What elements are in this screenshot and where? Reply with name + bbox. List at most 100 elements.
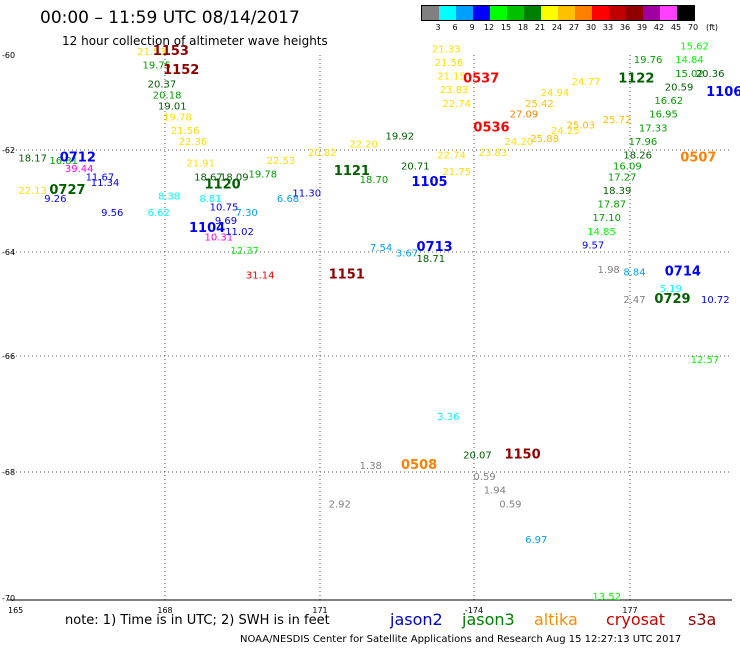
wave-height-label: 7.30 (236, 208, 258, 219)
pass-time-label: 1104 (189, 221, 225, 236)
wave-height-label: 19.01 (158, 102, 187, 113)
colorbar-swatch (609, 6, 626, 20)
wave-height-label: 18.71 (417, 254, 446, 265)
colorbar-tick-label: 12 (483, 23, 495, 32)
colorbar-swatches (421, 5, 695, 21)
wave-height-label: 17.87 (598, 200, 627, 211)
pass-time-label: 1122 (618, 71, 654, 86)
wave-height-label: 7.54 (370, 243, 392, 254)
wave-height-label: 20.82 (308, 148, 337, 159)
y-tick-label: -70 (2, 594, 15, 603)
wave-height-label: 20.59 (665, 82, 694, 93)
wave-height-label: 18.26 (623, 151, 652, 162)
satellite-s3a: s3a (688, 610, 717, 629)
wave-height-label: 22.74 (437, 151, 466, 162)
pass-time-label: 0729 (654, 292, 690, 307)
wave-height-label: 20.18 (153, 91, 182, 102)
wave-height-label: 11.34 (91, 178, 120, 189)
pass-time-label: 1150 (504, 447, 540, 462)
x-tick-label: 168 (157, 606, 172, 615)
wave-height-label: 0.59 (499, 499, 521, 510)
colorbar-unit: (ft) (706, 23, 719, 32)
x-tick-label: 165 (8, 606, 23, 615)
pass-time-label: 0537 (463, 71, 499, 86)
wave-height-label: 20.37 (148, 80, 177, 91)
colorbar-tick-label: 70 (687, 23, 699, 32)
colorbar-tick-label: 42 (653, 23, 665, 32)
wave-height-label: 0.59 (473, 472, 495, 483)
wave-height-label: 14.85 (587, 227, 616, 238)
pass-time-label: 0508 (401, 458, 437, 473)
colorbar-swatch (592, 6, 609, 20)
wave-height-label: 16.09 (613, 161, 642, 172)
y-tick-label: -62 (2, 146, 15, 155)
colorbar-tick-label: 24 (551, 23, 563, 32)
wave-height-label: 24.77 (572, 77, 601, 88)
wave-height-label: 21.33 (432, 44, 461, 55)
wave-height-label: 9.69 (215, 216, 237, 227)
wave-height-label: 19.75 (142, 61, 171, 72)
wave-height-label: 11.67 (86, 172, 115, 183)
colorbar-tick-label: 36 (619, 23, 631, 32)
wave-height-label: 8.81 (199, 194, 221, 205)
wave-height-label: 9.56 (101, 208, 123, 219)
wave-height-label: 15.02 (675, 69, 704, 80)
colorbar-tick-label: 21 (534, 23, 546, 32)
wave-height-label: 24.20 (504, 137, 533, 148)
pass-time-label: 1151 (329, 267, 365, 282)
pass-time-label: 0536 (473, 120, 509, 135)
wave-height-label: 14.84 (675, 55, 704, 66)
colorbar-tick-label: 18 (517, 23, 529, 32)
wave-height-label: 17.27 (608, 172, 637, 183)
wave-height-label: 21.56 (435, 58, 464, 69)
pass-time-label: 0714 (665, 265, 701, 280)
wave-height-label: 39.44 (65, 164, 94, 175)
pass-time-label: 1121 (334, 164, 370, 179)
wave-height-label: 22.74 (442, 99, 471, 110)
wave-height-label: 20.71 (401, 161, 430, 172)
wave-height-label: 9.26 (44, 194, 66, 205)
colorbar-swatch (541, 6, 558, 20)
wave-height-label: 11.30 (292, 189, 321, 200)
wave-height-label: 24.94 (541, 88, 570, 99)
colorbar-swatch (439, 6, 456, 20)
wave-height-label: 8.38 (158, 191, 180, 202)
wave-height-label: 31.14 (246, 270, 275, 281)
pass-time-label: 0507 (680, 150, 716, 165)
wave-height-label: 12.37 (230, 246, 259, 257)
pass-time-label: 1105 (411, 175, 447, 190)
wave-height-label: 21.75 (442, 167, 471, 178)
satellite-cryosat: cryosat (606, 610, 666, 629)
wave-height-label: 18.70 (360, 175, 389, 186)
pass-time-label: 1120 (205, 178, 241, 193)
wave-height-label: 21.15 (437, 72, 466, 83)
wave-height-label: 19.78 (163, 112, 192, 123)
wave-height-label: 1.94 (484, 486, 506, 497)
colorbar-swatch (677, 6, 694, 20)
wave-height-label: 23.83 (440, 85, 469, 96)
colorbar-tick-label: 3 (435, 23, 441, 32)
wave-height-label: 18.67 (194, 172, 223, 183)
wave-height-label: 25.88 (530, 134, 559, 145)
wave-height-label: 16.62 (654, 96, 683, 107)
colorbar-tick-label: 45 (670, 23, 682, 32)
wave-height-label: 16.95 (649, 110, 678, 121)
wave-height-label: 18.39 (603, 186, 632, 197)
page-title: 00:00 – 11:59 UTC 08/14/2017 (40, 8, 300, 28)
wave-height-label: 6.97 (525, 535, 547, 546)
y-tick-label: -68 (2, 468, 15, 477)
colorbar-swatch (524, 6, 541, 20)
colorbar-tick-label: 27 (568, 23, 580, 32)
colorbar-swatch (643, 6, 660, 20)
wave-height-label: 1.98 (598, 265, 620, 276)
wave-height-label: 10.75 (210, 202, 239, 213)
colorbar-swatch (507, 6, 524, 20)
wave-height-label: 18.09 (220, 172, 249, 183)
pass-time-label: 1106 (706, 85, 740, 100)
x-tick-label: 171 (312, 606, 327, 615)
colorbar-swatch (456, 6, 473, 20)
wave-height-label: 22.53 (267, 156, 296, 167)
colorbar-tick-label: 30 (585, 23, 597, 32)
wave-height-label: 24.25 (551, 126, 580, 137)
